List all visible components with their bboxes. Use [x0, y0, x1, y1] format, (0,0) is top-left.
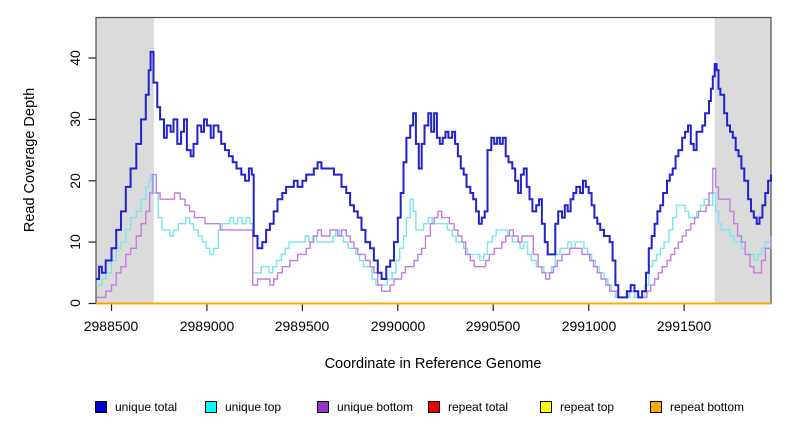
legend-item-unique-total: unique total: [95, 400, 177, 414]
series-unique-total: [96, 50, 772, 299]
legend-item-repeat-total: repeat total: [428, 400, 508, 414]
legend-item-unique-top: unique top: [205, 400, 281, 414]
shaded-region: [714, 17, 771, 304]
legend-label: unique total: [115, 400, 178, 414]
y-tick-label: 20: [67, 173, 83, 189]
x-axis-title: Coordinate in Reference Genome: [324, 356, 542, 372]
legend-label: repeat top: [560, 400, 615, 414]
legend-swatch-unique-top: [205, 401, 217, 413]
legend-swatch-repeat-total: [428, 401, 440, 413]
legend-swatch-repeat-bottom: [650, 401, 662, 413]
shaded-region: [96, 17, 154, 304]
x-tick-label: 2989500: [274, 318, 330, 334]
legend-swatch-repeat-top: [540, 401, 552, 413]
x-tick-label: 2991500: [656, 318, 712, 334]
legend-label: unique top: [225, 400, 282, 414]
series-unique-bottom: [96, 167, 772, 299]
legend-label: unique bottom: [337, 400, 414, 414]
y-tick-label: 30: [67, 111, 83, 127]
legend-label: repeat total: [448, 400, 509, 414]
legend-item-unique-bottom: unique bottom: [317, 400, 413, 414]
legend-label: repeat bottom: [670, 400, 745, 414]
series-unique-top: [96, 173, 772, 299]
y-tick-label: 10: [67, 234, 83, 250]
y-tick-label: 40: [67, 50, 83, 66]
x-tick-label: 2990500: [465, 318, 521, 334]
x-tick-label: 2991000: [561, 318, 617, 334]
legend-swatch-unique-total: [95, 401, 107, 413]
y-axis-title: Read Coverage Depth: [22, 87, 38, 233]
x-tick-label: 2990000: [370, 318, 426, 334]
y-tick-label: 0: [67, 299, 83, 307]
legend-item-repeat-top: repeat top: [540, 400, 614, 414]
x-tick-label: 2989000: [179, 318, 235, 334]
x-tick-label: 2988500: [83, 318, 139, 334]
legend-swatch-unique-bottom: [317, 401, 329, 413]
legend-item-repeat-bottom: repeat bottom: [650, 400, 744, 414]
